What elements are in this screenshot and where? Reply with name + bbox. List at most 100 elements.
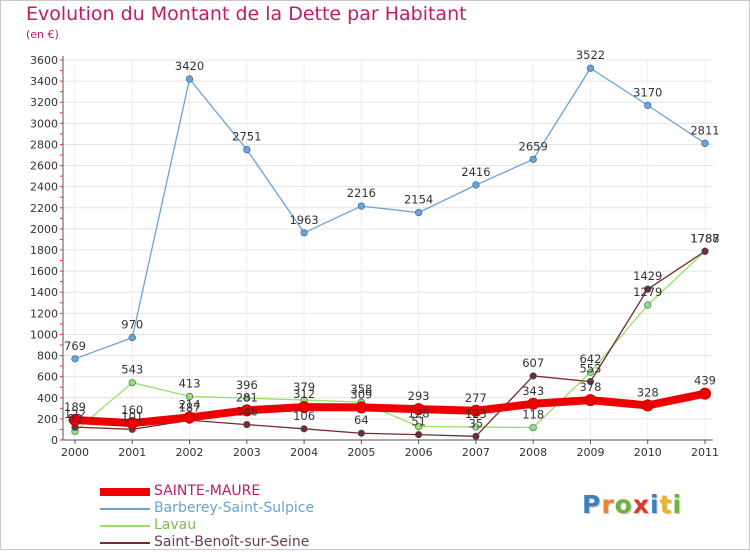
- logo-letter: o: [614, 490, 633, 519]
- logo-letter: t: [659, 490, 673, 519]
- data-point: [243, 420, 251, 429]
- data-label: 413: [179, 376, 201, 390]
- data-point: [355, 401, 368, 414]
- data-label: 35: [469, 416, 484, 430]
- data-label: 769: [64, 339, 86, 353]
- data-label: 312: [293, 387, 315, 401]
- x-tick-label: 2006: [405, 446, 433, 459]
- data-label: 281: [236, 390, 258, 404]
- chart-subtitle: (en €): [26, 28, 59, 41]
- data-point: [243, 146, 251, 154]
- y-tick-label: 1200: [30, 307, 58, 320]
- data-point: [300, 425, 308, 433]
- x-tick-label: 2002: [176, 446, 204, 459]
- data-point: [472, 181, 480, 189]
- data-label: 2751: [232, 130, 261, 144]
- y-tick-label: 2000: [30, 223, 58, 236]
- data-label: 2659: [519, 139, 548, 153]
- data-label: 1429: [633, 269, 662, 283]
- data-label: 118: [522, 408, 544, 422]
- legend-label: SAINTE-MAURE: [154, 483, 261, 499]
- data-point: [472, 423, 480, 431]
- y-tick-label: 400: [37, 392, 58, 405]
- data-label: 3420: [175, 59, 204, 73]
- data-point: [472, 432, 480, 440]
- data-label: 51: [411, 415, 426, 429]
- x-tick-label: 2011: [691, 446, 719, 459]
- data-point: [641, 399, 654, 412]
- data-point: [128, 379, 136, 387]
- chart-title: Evolution du Montant de la Dette par Hab…: [26, 3, 467, 25]
- x-tick-label: 2007: [462, 446, 490, 459]
- data-point: [415, 209, 423, 217]
- data-point: [469, 404, 482, 417]
- y-tick-label: 1000: [30, 328, 58, 341]
- x-tick-label: 2004: [290, 446, 318, 459]
- data-point: [71, 355, 79, 363]
- data-point: [300, 229, 308, 237]
- legend-label: Saint-Benoît-sur-Seine: [154, 534, 310, 550]
- data-label: 189: [64, 400, 86, 414]
- y-tick-label: 3200: [30, 96, 58, 109]
- x-tick-label: 2000: [61, 446, 89, 459]
- x-tick-label: 2003: [233, 446, 261, 459]
- data-point: [701, 139, 709, 147]
- y-tick-label: 1800: [30, 244, 58, 257]
- data-point: [644, 301, 652, 309]
- data-label: 1788: [690, 231, 719, 245]
- data-label: 214: [179, 397, 201, 411]
- data-point: [185, 392, 194, 401]
- data-label: 106: [293, 409, 315, 423]
- data-label: 160: [121, 403, 143, 417]
- data-label: 101: [121, 409, 143, 423]
- legend-swatch: [100, 525, 150, 527]
- data-label: 358: [350, 382, 372, 396]
- data-label: 123: [465, 407, 487, 421]
- data-label: 543: [121, 363, 143, 377]
- data-label: 378: [579, 380, 601, 394]
- data-label: 309: [350, 387, 372, 401]
- data-label: 328: [637, 385, 659, 399]
- y-tick-label: 2200: [30, 202, 58, 215]
- legend-label: Barberey-Saint-Sulpice: [154, 500, 315, 516]
- x-tick-label: 2009: [576, 446, 604, 459]
- data-label: 82: [68, 411, 83, 425]
- data-label: 3170: [633, 85, 662, 99]
- y-tick-label: 1600: [30, 265, 58, 278]
- logo-letter: r: [601, 490, 615, 519]
- series-line: [71, 389, 709, 428]
- y-tick-label: 600: [37, 371, 58, 384]
- logo-letter: i: [672, 490, 683, 519]
- data-label: 146: [236, 405, 258, 419]
- legend-label: Lavau: [154, 517, 197, 533]
- data-label: 277: [465, 391, 487, 405]
- proxiti-logo: Proxiti: [582, 490, 682, 519]
- x-tick-label: 2005: [347, 446, 375, 459]
- data-label: 970: [121, 318, 143, 332]
- data-label: 607: [522, 356, 544, 370]
- data-point: [584, 394, 597, 407]
- data-point: [357, 202, 365, 210]
- data-label: 128: [408, 406, 430, 420]
- legend-swatch: [100, 508, 150, 510]
- data-label: 187: [179, 400, 201, 414]
- x-tick-label: 2008: [519, 446, 547, 459]
- data-point: [644, 285, 652, 293]
- data-label: 1787: [690, 231, 719, 245]
- legend-swatch: [100, 488, 150, 496]
- y-tick-label: 2600: [30, 160, 58, 173]
- data-point: [699, 387, 711, 400]
- data-point: [243, 394, 251, 402]
- data-point: [415, 422, 423, 431]
- data-point: [298, 401, 311, 414]
- data-point: [415, 431, 423, 439]
- data-point: [701, 247, 709, 255]
- data-point: [644, 101, 652, 109]
- data-point: [128, 334, 136, 342]
- y-tick-label: 3400: [30, 75, 58, 88]
- data-label: 3522: [576, 48, 605, 62]
- data-label: 1963: [289, 213, 318, 227]
- logo-letter: x: [632, 490, 650, 519]
- data-label: 2216: [347, 186, 376, 200]
